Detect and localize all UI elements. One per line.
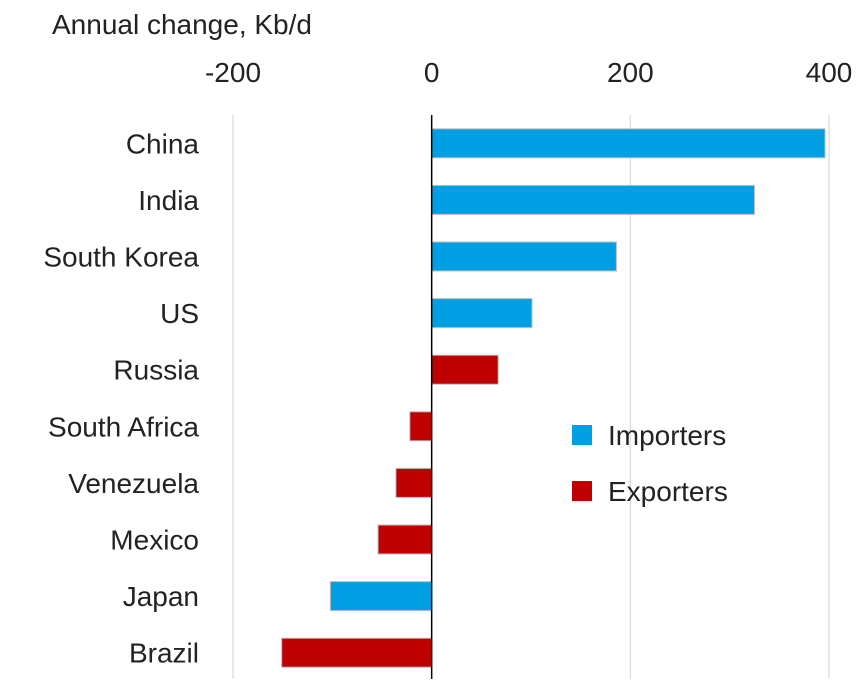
x-tick-label-0: 0	[424, 57, 440, 88]
legend-swatch-exporters	[572, 481, 592, 501]
x-tick-label-400: 400	[806, 57, 853, 88]
category-label-south-africa: South Africa	[48, 411, 199, 442]
category-label-china: China	[126, 128, 200, 159]
legend: Importers Exporters	[572, 420, 728, 507]
legend-label-importers: Importers	[608, 420, 726, 451]
bars	[281, 128, 826, 668]
bar-south-korea	[431, 241, 617, 272]
bar-mexico	[377, 524, 433, 555]
category-labels: China India South Korea US Russia South Afric…	[43, 128, 199, 668]
x-tick-label-200: -200	[205, 57, 261, 88]
x-tick-labels: -200 0 200 400	[205, 57, 852, 88]
axis-title: Annual change, Kb/d	[52, 9, 312, 40]
category-label-mexico: Mexico	[110, 525, 199, 556]
legend-label-exporters: Exporters	[608, 476, 728, 507]
x-tick-label-200: 200	[607, 57, 654, 88]
category-label-brazil: Brazil	[129, 638, 199, 669]
bar-south-africa	[409, 411, 433, 442]
legend-swatch-importers	[572, 425, 592, 445]
category-label-south-korea: South Korea	[43, 242, 199, 273]
category-label-us: US	[160, 298, 199, 329]
category-label-russia: Russia	[113, 355, 199, 386]
bar-china	[431, 128, 826, 159]
category-label-venezuela: Venezuela	[68, 468, 199, 499]
bar-brazil	[281, 637, 433, 668]
bar-india	[431, 184, 755, 215]
bar-russia	[431, 354, 499, 385]
category-label-india: India	[138, 185, 199, 216]
category-label-japan: Japan	[123, 581, 199, 612]
bar-japan	[329, 581, 433, 612]
bar-us	[431, 298, 533, 329]
bar-venezuela	[395, 467, 433, 498]
